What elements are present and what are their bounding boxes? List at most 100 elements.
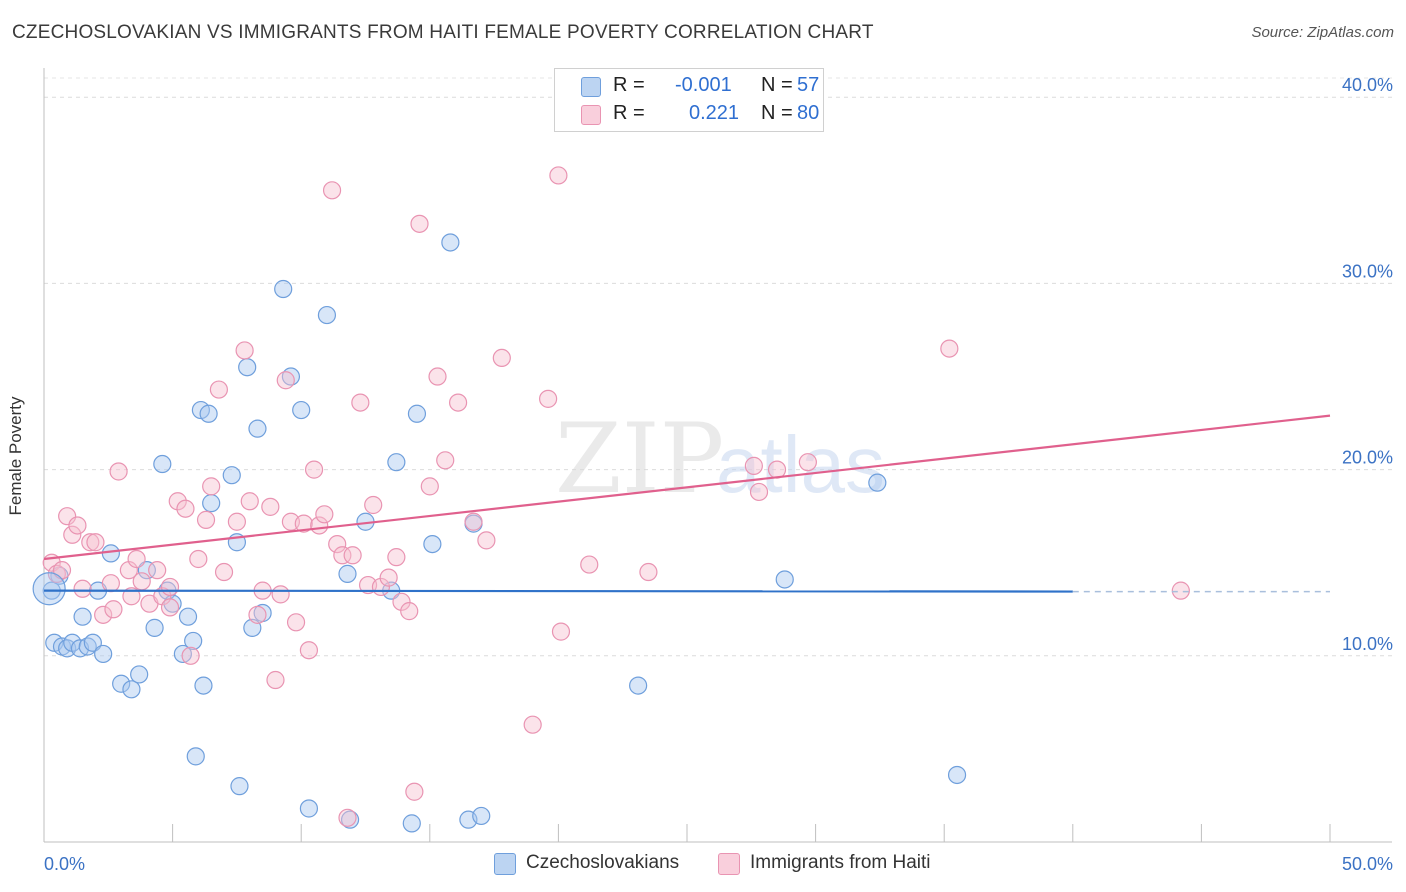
source-label: Source: ZipAtlas.com: [1251, 24, 1394, 41]
data-point-czechoslovakian: [112, 674, 131, 693]
data-point-haiti: [392, 592, 411, 611]
data-point-haiti: [63, 525, 82, 544]
data-point-czechoslovakian: [122, 680, 141, 699]
x-tick-label: 50.0%: [1342, 854, 1393, 874]
data-point-haiti: [405, 782, 424, 801]
data-point-czechoslovakian: [186, 747, 205, 766]
legend-r-value: 0.221: [689, 102, 740, 124]
data-point-haiti: [304, 460, 324, 479]
data-point-haiti: [448, 393, 468, 412]
data-point-czechoslovakian: [145, 618, 164, 637]
data-point-haiti: [168, 492, 187, 511]
data-point-haiti: [539, 389, 558, 408]
data-point-haiti: [551, 622, 571, 641]
legend-n-label: N =: [761, 102, 793, 124]
data-point-czechoslovakian: [340, 810, 360, 829]
data-point-haiti: [214, 562, 234, 582]
data-point-haiti: [202, 477, 221, 496]
data-point-czechoslovakian: [317, 305, 337, 325]
data-point-haiti: [86, 533, 105, 552]
data-point-czechoslovakian: [222, 466, 241, 485]
data-point-haiti: [94, 605, 113, 624]
data-point-czechoslovakian: [199, 404, 218, 423]
watermark-zip: ZIP: [555, 403, 724, 515]
data-point-haiti: [639, 562, 658, 582]
data-point-haiti: [286, 613, 306, 632]
data-point-haiti: [248, 605, 267, 624]
data-point-haiti: [276, 371, 295, 390]
data-point-haiti: [73, 579, 92, 598]
data-point-czechoslovakian: [472, 806, 491, 826]
data-point-czechoslovakian: [868, 473, 887, 492]
legend-swatch-blue: [581, 77, 601, 97]
data-point-haiti: [315, 505, 334, 524]
data-point-haiti: [160, 577, 180, 597]
data-point-haiti: [101, 574, 120, 593]
data-point-haiti: [940, 339, 959, 358]
data-point-czechoslovakian: [230, 777, 249, 796]
data-point-haiti: [379, 568, 398, 587]
data-point-czechoslovakian: [407, 404, 427, 423]
data-point-haiti: [122, 587, 141, 606]
data-point-czechoslovakian: [441, 233, 460, 252]
trend-line-haiti: [43, 414, 1331, 561]
data-point-haiti: [410, 214, 429, 233]
data-point-haiti: [436, 451, 455, 470]
data-point-haiti: [235, 341, 254, 360]
y-tick-label: 30.0%: [1342, 261, 1393, 281]
data-point-haiti: [261, 497, 280, 516]
data-point-haiti: [523, 715, 542, 734]
data-point-haiti: [744, 456, 763, 475]
data-point-czechoslovakian: [629, 676, 648, 695]
data-point-haiti: [58, 507, 77, 526]
data-point-czechoslovakian: [130, 665, 149, 684]
data-point-haiti: [68, 516, 87, 535]
data-point-czechoslovakian: [194, 676, 213, 695]
y-tick-label: 20.0%: [1342, 448, 1393, 468]
data-point-haiti: [343, 546, 362, 565]
data-point-haiti: [160, 598, 180, 617]
data-point-haiti: [132, 572, 151, 591]
data-point-haiti: [338, 808, 357, 827]
legend-r-label: R =: [613, 102, 645, 124]
data-point-haiti: [299, 641, 319, 660]
data-point-haiti: [400, 602, 419, 621]
y-tick-label: 40.0%: [1342, 75, 1393, 95]
data-point-czechoslovakian: [387, 453, 406, 472]
bottom-legend-swatch-blue: [494, 853, 516, 875]
data-point-czechoslovakian-large: [32, 572, 66, 606]
data-point-czechoslovakian: [184, 631, 203, 651]
data-point-haiti: [240, 492, 259, 511]
data-point-haiti: [227, 512, 246, 531]
trend-lines: [43, 414, 1331, 593]
data-points: [32, 166, 1190, 833]
legend-n-value: 80: [797, 102, 820, 124]
data-point-haiti: [477, 531, 496, 550]
data-point-haiti: [176, 499, 195, 518]
data-point-czechoslovakian: [153, 454, 172, 474]
data-point-czechoslovakian: [402, 814, 421, 833]
data-point-czechoslovakian: [338, 564, 357, 583]
data-point-czechoslovakian: [292, 400, 311, 420]
data-point-haiti: [333, 546, 352, 565]
data-point-czechoslovakian: [238, 358, 257, 377]
data-point-haiti: [1171, 581, 1190, 600]
data-point-czechoslovakian: [947, 765, 967, 785]
data-point-haiti: [81, 533, 100, 552]
data-point-haiti: [127, 549, 146, 569]
data-point-haiti: [364, 495, 383, 515]
legend-n-label: N =: [761, 74, 793, 96]
data-point-czechoslovakian: [83, 633, 102, 652]
data-point-haiti: [266, 670, 285, 690]
data-point-czechoslovakian: [101, 544, 120, 563]
data-point-haiti: [428, 367, 447, 386]
data-point-haiti: [271, 585, 290, 604]
data-point-czechoslovakian: [775, 570, 794, 589]
legend-swatch-pink: [581, 105, 601, 125]
data-point-haiti: [104, 600, 123, 619]
bottom-legend-swatch-pink: [718, 853, 740, 875]
data-point-haiti: [420, 477, 439, 496]
data-point-haiti: [294, 514, 313, 533]
